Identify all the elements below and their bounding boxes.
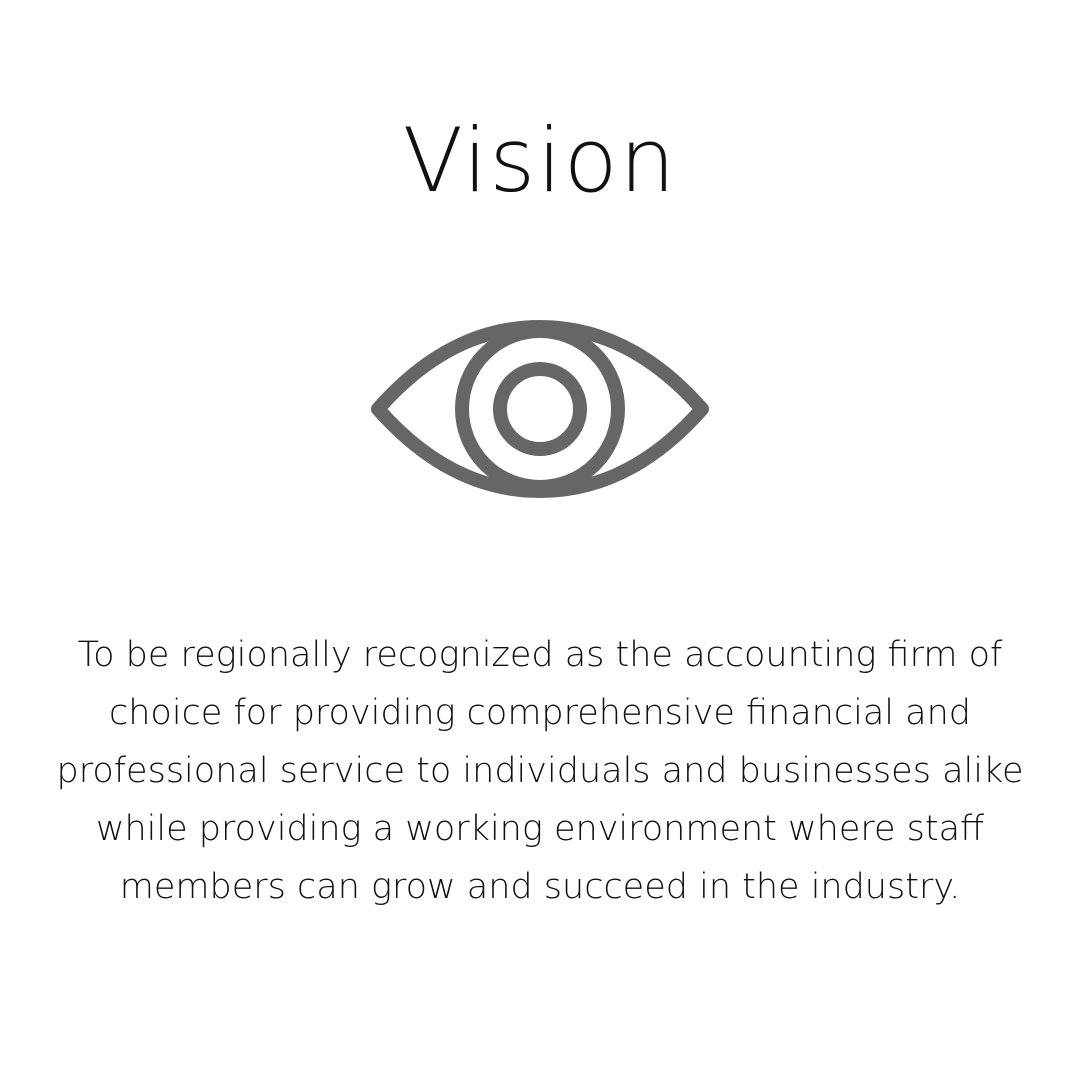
page-title: Vision — [402, 109, 678, 212]
vision-statement: To be regionally recognized as the accou… — [56, 635, 1024, 907]
eye-icon — [360, 310, 720, 510]
